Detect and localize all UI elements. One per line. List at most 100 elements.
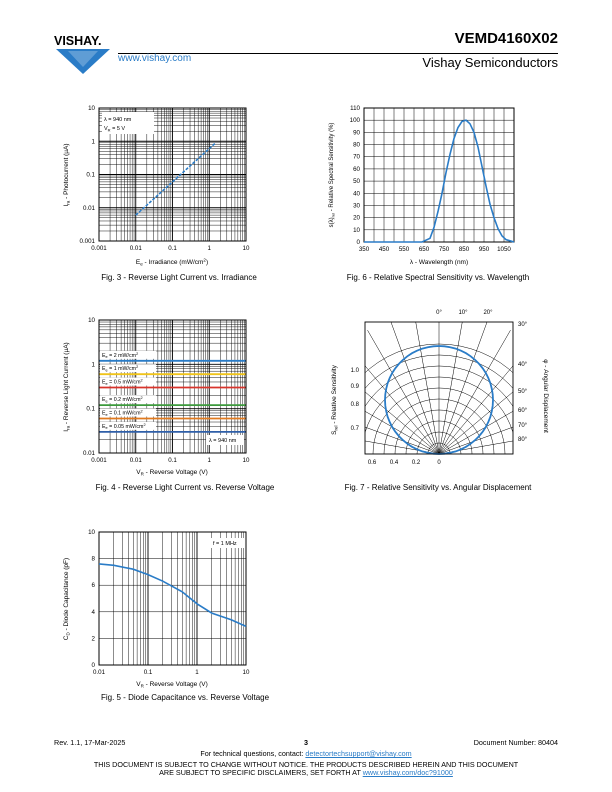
fig7-right-angle-label: 50° xyxy=(518,389,528,395)
fig5-x-tick-label: 10 xyxy=(243,669,250,676)
fig6-y-tick-label: 100 xyxy=(350,117,361,124)
footer-disclaimer-link[interactable]: www.vishay.com/doc?91000 xyxy=(362,768,453,777)
footer-doc-number: Document Number: 80404 xyxy=(473,738,558,747)
fig7-tick-labels: 0° 10° 20° 30° 40° 50° 60° 70° 80° 1.0 0.9 0.8 0.7 0.… xyxy=(351,310,528,466)
fig6-x-tick-label: 1050 xyxy=(497,246,511,253)
fig6-grid xyxy=(363,107,515,243)
footer-disclaimer-text: ARE SUBJECT TO SPECIFIC DISCLAIMERS, SET… xyxy=(159,768,363,777)
fig7-bottom-tick-label: 0 xyxy=(437,460,441,466)
fig7-grid-spoke xyxy=(438,440,513,454)
fig4-y-label: Ira - Reverse Light Current (µA) xyxy=(63,342,71,431)
fig4-caption: Fig. 4 - Reverse Light Current vs. Rever… xyxy=(95,483,275,492)
fig5-x-tick-label: 1 xyxy=(195,669,199,676)
fig4-grid xyxy=(98,320,246,454)
fig7-grid-spoke xyxy=(365,440,440,454)
fig7-grid-spoke xyxy=(415,322,440,454)
fig6-y-tick-label: 30 xyxy=(353,202,360,209)
fig3-x-tick-label: 0.001 xyxy=(91,245,107,252)
fig6-y-tick-label: 70 xyxy=(353,154,360,161)
fig5-y-tick-label: 8 xyxy=(92,556,96,563)
fig7-bottom-tick-label: 0.4 xyxy=(390,460,399,466)
fig6-x-tick-label: 350 xyxy=(359,246,370,253)
fig3-tick-labels: 0.001 0.01 0.1 1 10 0.001 0.01 0.1 1 10 xyxy=(80,105,250,252)
fig3-x-tick-label: 1 xyxy=(208,245,212,252)
fig4-series-label-bg xyxy=(100,395,156,404)
footer-contact-text: For technical questions, contact: xyxy=(200,749,306,758)
fig6-y-tick-label: 60 xyxy=(353,166,360,173)
fig6-chart: 0 10 20 30 40 50 60 70 80 90 100 110 350 450 550 650 750… xyxy=(329,105,515,266)
fig4-annotation-bg xyxy=(206,435,244,445)
fig5-chart: 0 2 4 6 8 10 0.01 0.1 1 10 f = 1 MHz CD - Diode C… xyxy=(63,529,250,689)
fig5-y-tick-label: 10 xyxy=(88,529,95,536)
fig3-x-tick-label: 10 xyxy=(243,245,250,252)
fig3-y-tick-label: 0.001 xyxy=(80,238,96,245)
header-rule xyxy=(118,53,558,54)
fig5-caption: Fig. 5 - Diode Capacitance vs. Reverse V… xyxy=(100,693,270,702)
fig3-legend-voltage: VR = 5 V xyxy=(104,126,125,133)
fig4-series-label: Ee = 0.1 mW/cm2 xyxy=(102,410,143,417)
fig6-y-tick-label: 90 xyxy=(353,129,360,136)
fig5-y-tick-label: 4 xyxy=(92,609,96,616)
fig7-right-angle-label: 60° xyxy=(518,408,528,414)
footer-contact-email[interactable]: detectortechsupport@vishay.com xyxy=(305,749,412,758)
vishay-logo: VISHAY. xyxy=(54,34,110,74)
fig3-x-label: Ee - Irradiance (mW/cm2) xyxy=(136,258,208,267)
footer-disclaimer-2: ARE SUBJECT TO SPECIFIC DISCLAIMERS, SET… xyxy=(0,768,612,777)
fig5-y-tick-label: 6 xyxy=(92,582,96,589)
fig4-y-tick-label: 0.1 xyxy=(86,406,95,413)
fig6-tick-labels: 0 10 20 30 40 50 60 70 80 90 100 110 350 450 550 650 750… xyxy=(350,105,512,253)
fig4-x-tick-label: 0.1 xyxy=(168,457,177,464)
fig5-grid xyxy=(98,531,246,666)
fig4-x-label: VR - Reverse Voltage (V) xyxy=(136,469,208,477)
fig6-plot-frame xyxy=(363,107,515,243)
fig6-series-line xyxy=(364,119,515,243)
fig4-y-tick-label: 1 xyxy=(92,361,96,368)
fig7-grid-spoke xyxy=(365,426,440,454)
fig6-caption: Fig. 6 - Relative Spectral Sensitivity v… xyxy=(346,273,530,282)
fig3-series-line xyxy=(135,142,217,216)
fig5-annotation-bg xyxy=(210,538,244,548)
fig7-angle-label: φ - Angular Displacement xyxy=(542,359,549,433)
fig3-legend-wavelength: λ = 940 nm xyxy=(104,117,132,123)
fig7-bottom-tick-label: 0.6 xyxy=(368,460,377,466)
fig4-series-label: Ee = 1 mW/cm2 xyxy=(102,365,138,372)
fig6-y-tick-label: 20 xyxy=(353,215,360,222)
fig7-top-angle-label: 10° xyxy=(458,310,468,316)
fig4-x-tick-label: 0.01 xyxy=(130,457,143,464)
fig7-grid-spoke xyxy=(438,426,513,454)
fig6-x-tick-label: 650 xyxy=(419,246,430,253)
footer-contact: For technical questions, contact: detect… xyxy=(0,749,612,758)
fig4-series-lines xyxy=(99,359,246,433)
fig4-series-label-bg xyxy=(100,350,156,359)
fig6-x-label: λ - Wavelength (nm) xyxy=(410,259,468,266)
fig7-left-tick-label: 1.0 xyxy=(351,368,360,374)
fig7-bottom-tick-label: 0.2 xyxy=(412,460,421,466)
fig5-series-line xyxy=(98,563,247,628)
fig5-tick-labels: 0 2 4 6 8 10 0.01 0.1 1 10 xyxy=(88,529,250,676)
fig7-grid-spoke xyxy=(438,410,513,454)
fig4-series-label-bg xyxy=(100,377,156,386)
fig5-y-label: CD - Diode Capacitance (pF) xyxy=(63,558,71,640)
fig7-right-angle-label: 30° xyxy=(518,322,528,328)
fig5-x-tick-label: 0.1 xyxy=(144,669,153,676)
fig6-x-tick-label: 750 xyxy=(439,246,450,253)
fig4-x-tick-label: 10 xyxy=(243,457,250,464)
fig7-y-label: Srel - Relative Sensitivity xyxy=(331,364,339,434)
fig7-right-angle-label: 70° xyxy=(518,423,528,429)
fig5-x-label: VR - Reverse Voltage (V) xyxy=(136,681,208,689)
fig3-x-tick-label: 0.01 xyxy=(130,245,143,252)
fig6-x-tick-label: 950 xyxy=(479,246,490,253)
fig3-legend-bg xyxy=(102,112,154,134)
fig6-y-tick-label: 40 xyxy=(353,190,360,197)
fig6-y-label: s(λ)rel - Relative Spectral Sensitivity … xyxy=(329,123,336,228)
company-name: Vishay Semiconductors xyxy=(422,55,558,70)
fig6-y-tick-label: 10 xyxy=(353,227,360,234)
website-link[interactable]: www.vishay.com xyxy=(118,53,192,64)
fig7-grid xyxy=(365,322,513,454)
fig3-y-tick-label: 0.01 xyxy=(83,205,96,212)
fig3-plot-frame xyxy=(98,107,247,242)
footer-disclaimer-1: THIS DOCUMENT IS SUBJECT TO CHANGE WITHO… xyxy=(93,760,519,769)
fig6-x-tick-label: 450 xyxy=(379,246,390,253)
